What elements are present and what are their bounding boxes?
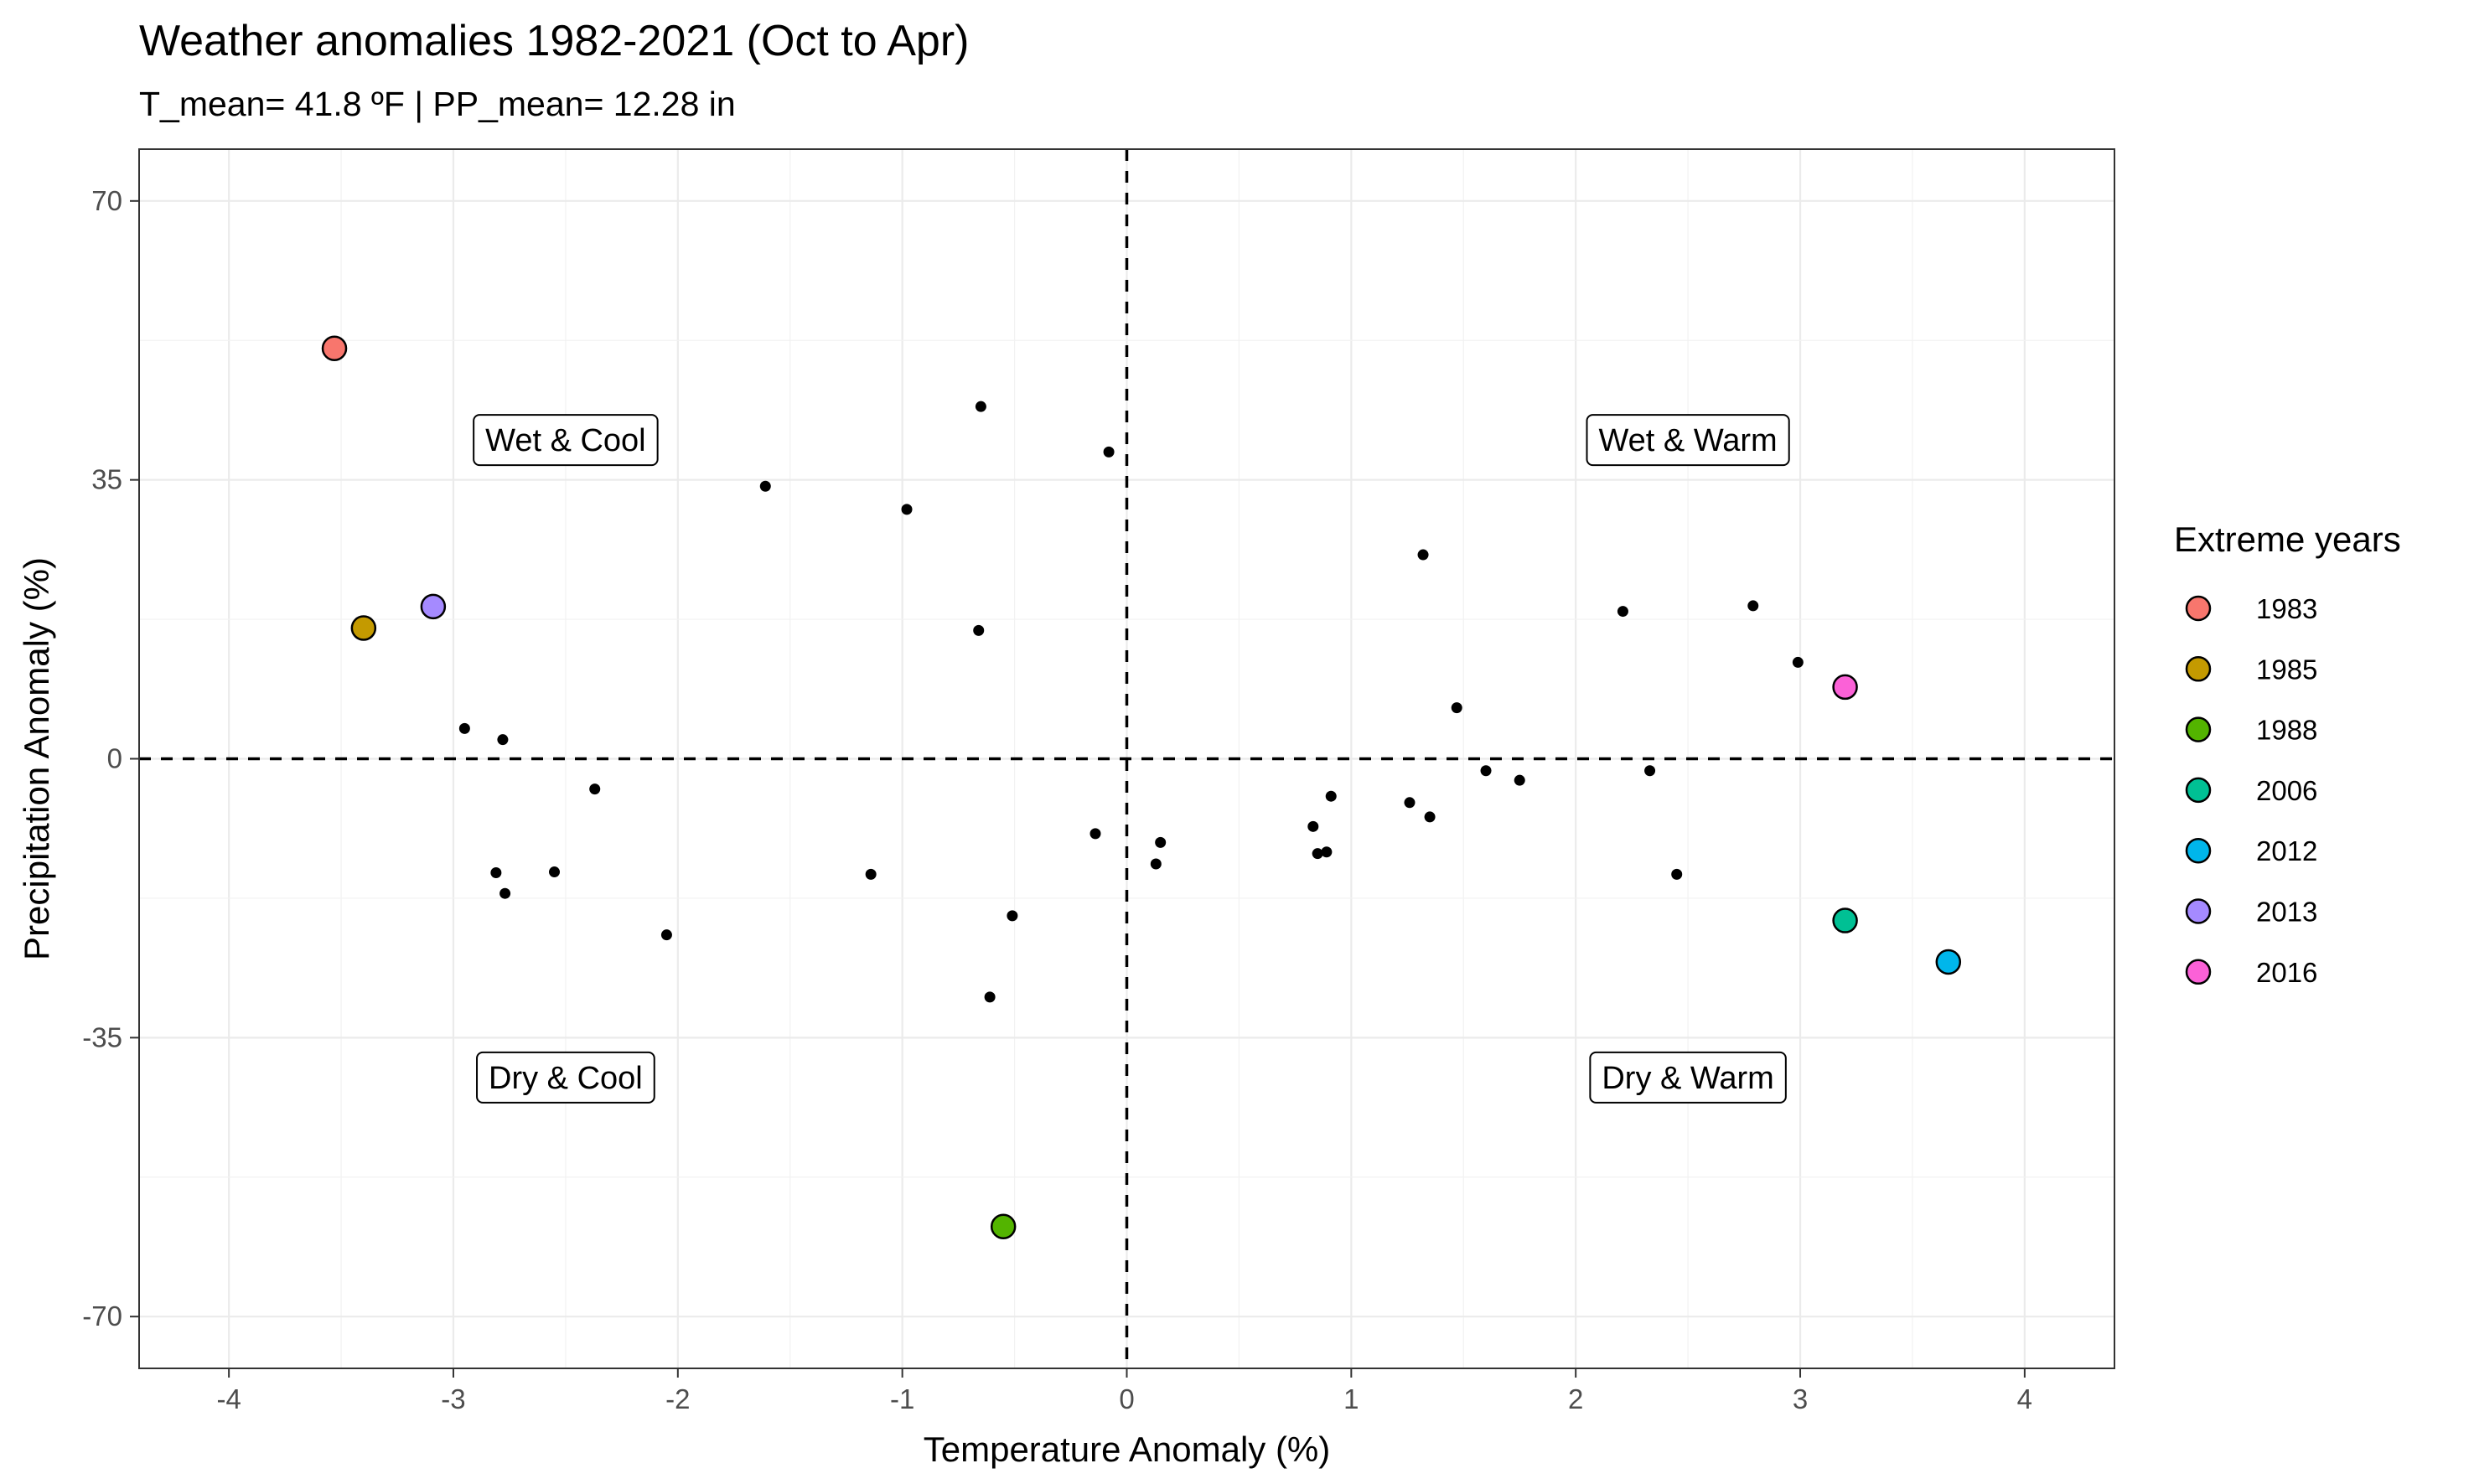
legend-key-1983 xyxy=(2185,595,2212,622)
x-tick-label: 1 xyxy=(1343,1383,1359,1414)
y-tick-label: 0 xyxy=(107,743,122,774)
data-point xyxy=(1480,765,1492,777)
legend-label-2006: 2006 xyxy=(2256,775,2317,806)
reference-lines xyxy=(139,149,2114,1368)
data-point xyxy=(1424,811,1436,823)
data-point xyxy=(901,504,913,515)
x-tick-label: 2 xyxy=(1568,1383,1583,1414)
data-point xyxy=(975,401,986,412)
chart-title: Weather anomalies 1982-2021 (Oct to Apr) xyxy=(139,17,969,65)
data-point xyxy=(1451,702,1462,714)
quadrant-label: Wet & Cool xyxy=(473,414,659,467)
data-points xyxy=(321,335,1962,1239)
quadrant-label-text: Wet & Warm xyxy=(1598,423,1777,458)
legend-key-2006 xyxy=(2185,777,2212,804)
x-tick-label: 3 xyxy=(1793,1383,1808,1414)
data-point xyxy=(458,722,470,734)
data-point xyxy=(1747,600,1759,612)
x-tick-label: -3 xyxy=(441,1383,465,1414)
y-axis-title: Precipitation Anomaly (%) xyxy=(17,557,56,960)
data-point xyxy=(1150,858,1162,870)
x-tick-label: -1 xyxy=(890,1383,914,1414)
data-point xyxy=(865,868,877,880)
data-point xyxy=(589,783,601,795)
data-point xyxy=(1307,820,1319,832)
quadrant-label: Wet & Warm xyxy=(1586,414,1790,467)
extreme-year-point-2016 xyxy=(1832,674,1858,701)
data-point xyxy=(1321,846,1333,858)
extreme-year-point-1983 xyxy=(321,335,348,361)
axis-ticks: -4 -3 -2 -1 0 1 2 3 4 -70 -35 0 35 70 xyxy=(82,185,2032,1414)
legend-label-2012: 2012 xyxy=(2256,835,2317,866)
extreme-year-point-2012 xyxy=(1935,949,1962,975)
legend-label-2016: 2016 xyxy=(2256,957,2317,988)
legend-key-1985 xyxy=(2185,656,2212,682)
x-tick-label: 0 xyxy=(1119,1383,1134,1414)
chart-subtitle: T_mean= 41.8 ºF | PP_mean= 12.28 in xyxy=(139,85,736,123)
y-tick-label: -70 xyxy=(82,1300,122,1331)
quadrant-labels: Wet & Cool Wet & Warm Dry & Cool Dry & Warm xyxy=(473,414,1790,1104)
data-point xyxy=(984,991,996,1003)
extreme-year-point-1988 xyxy=(990,1213,1017,1239)
data-point xyxy=(1404,797,1416,809)
x-tick-label: -4 xyxy=(216,1383,241,1414)
legend-label-1988: 1988 xyxy=(2256,715,2317,746)
data-point xyxy=(1312,848,1323,860)
y-tick-label: 70 xyxy=(91,185,122,216)
quadrant-label-text: Dry & Warm xyxy=(1602,1061,1773,1096)
quadrant-label-box xyxy=(476,1051,655,1104)
grid-lines xyxy=(139,149,2114,1368)
data-point xyxy=(1325,790,1337,802)
y-tick-label: 35 xyxy=(91,464,122,495)
legend-key-1988 xyxy=(2185,716,2212,742)
extreme-year-point-2006 xyxy=(1832,907,1858,933)
extreme-year-point-2013 xyxy=(420,593,447,620)
quadrant-label-box xyxy=(1586,414,1790,467)
data-point xyxy=(490,866,502,878)
data-point xyxy=(1644,765,1656,777)
data-point xyxy=(497,734,509,746)
data-point xyxy=(1617,606,1628,618)
data-point xyxy=(1514,774,1525,786)
data-point xyxy=(1007,910,1018,922)
legend: Extreme years 1983 1985 1988 2006 2012 2013 20… xyxy=(2174,520,2401,988)
y-tick-label: -35 xyxy=(82,1021,122,1052)
data-point xyxy=(759,480,771,492)
quadrant-label-text: Wet & Cool xyxy=(485,423,645,458)
quadrant-label-text: Dry & Cool xyxy=(489,1061,643,1096)
data-point xyxy=(1792,656,1804,668)
data-point xyxy=(660,929,672,941)
legend-key-2016 xyxy=(2185,959,2212,985)
data-point xyxy=(549,866,561,878)
quadrant-label: Dry & Warm xyxy=(1589,1051,1787,1104)
data-point xyxy=(973,624,985,636)
data-point xyxy=(1671,868,1683,880)
legend-title: Extreme years xyxy=(2174,520,2401,559)
legend-label-1985: 1985 xyxy=(2256,654,2317,685)
legend-label-1983: 1983 xyxy=(2256,593,2317,624)
extreme-year-point-1985 xyxy=(350,615,377,641)
quadrant-label-box xyxy=(473,414,659,467)
data-point xyxy=(499,887,511,899)
legend-label-2013: 2013 xyxy=(2256,897,2317,928)
legend-key-2012 xyxy=(2185,837,2212,864)
x-axis-title: Temperature Anomaly (%) xyxy=(924,1430,1331,1469)
quadrant-label: Dry & Cool xyxy=(476,1051,655,1104)
data-point xyxy=(1103,446,1115,458)
data-point xyxy=(1089,828,1101,840)
quadrant-label-box xyxy=(1589,1051,1787,1104)
legend-key-2013 xyxy=(2185,898,2212,924)
data-point xyxy=(1417,549,1429,561)
data-point xyxy=(1155,836,1167,848)
x-tick-label: -2 xyxy=(665,1383,690,1414)
x-tick-label: 4 xyxy=(2017,1383,2032,1414)
